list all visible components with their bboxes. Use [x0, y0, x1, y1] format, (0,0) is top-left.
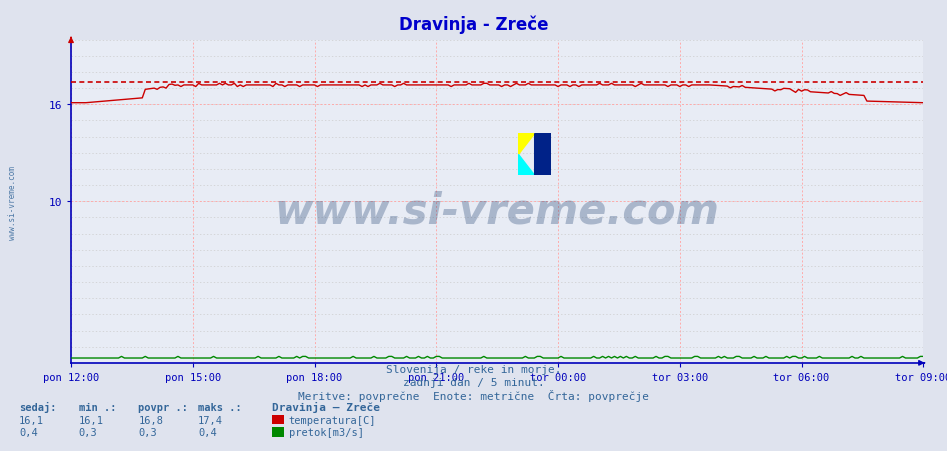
Text: maks .:: maks .:: [198, 402, 241, 412]
Text: min .:: min .:: [79, 402, 116, 412]
Text: pretok[m3/s]: pretok[m3/s]: [289, 427, 364, 437]
Text: 0,3: 0,3: [79, 427, 98, 437]
Polygon shape: [535, 134, 551, 176]
Text: 0,3: 0,3: [138, 427, 157, 437]
Text: www.si-vreme.com: www.si-vreme.com: [275, 190, 720, 232]
Text: Dravinja – Zreče: Dravinja – Zreče: [272, 401, 380, 412]
Text: 17,4: 17,4: [198, 414, 223, 424]
Text: temperatura[C]: temperatura[C]: [289, 414, 376, 424]
Text: 16,1: 16,1: [19, 414, 44, 424]
Text: 0,4: 0,4: [19, 427, 38, 437]
Text: Dravinja - Zreče: Dravinja - Zreče: [399, 16, 548, 34]
Polygon shape: [519, 134, 535, 155]
Text: 16,1: 16,1: [79, 414, 103, 424]
Text: zadnji dan / 5 minut.: zadnji dan / 5 minut.: [402, 377, 545, 387]
Polygon shape: [535, 134, 551, 176]
Text: 0,4: 0,4: [198, 427, 217, 437]
Text: Meritve: povprečne  Enote: metrične  Črta: povprečje: Meritve: povprečne Enote: metrične Črta:…: [298, 389, 649, 401]
Text: Slovenija / reke in morje.: Slovenija / reke in morje.: [385, 364, 562, 374]
Text: www.si-vreme.com: www.si-vreme.com: [8, 166, 17, 240]
Text: sedaj:: sedaj:: [19, 401, 57, 412]
Polygon shape: [519, 155, 535, 176]
Text: povpr .:: povpr .:: [138, 402, 188, 412]
Text: 16,8: 16,8: [138, 414, 163, 424]
